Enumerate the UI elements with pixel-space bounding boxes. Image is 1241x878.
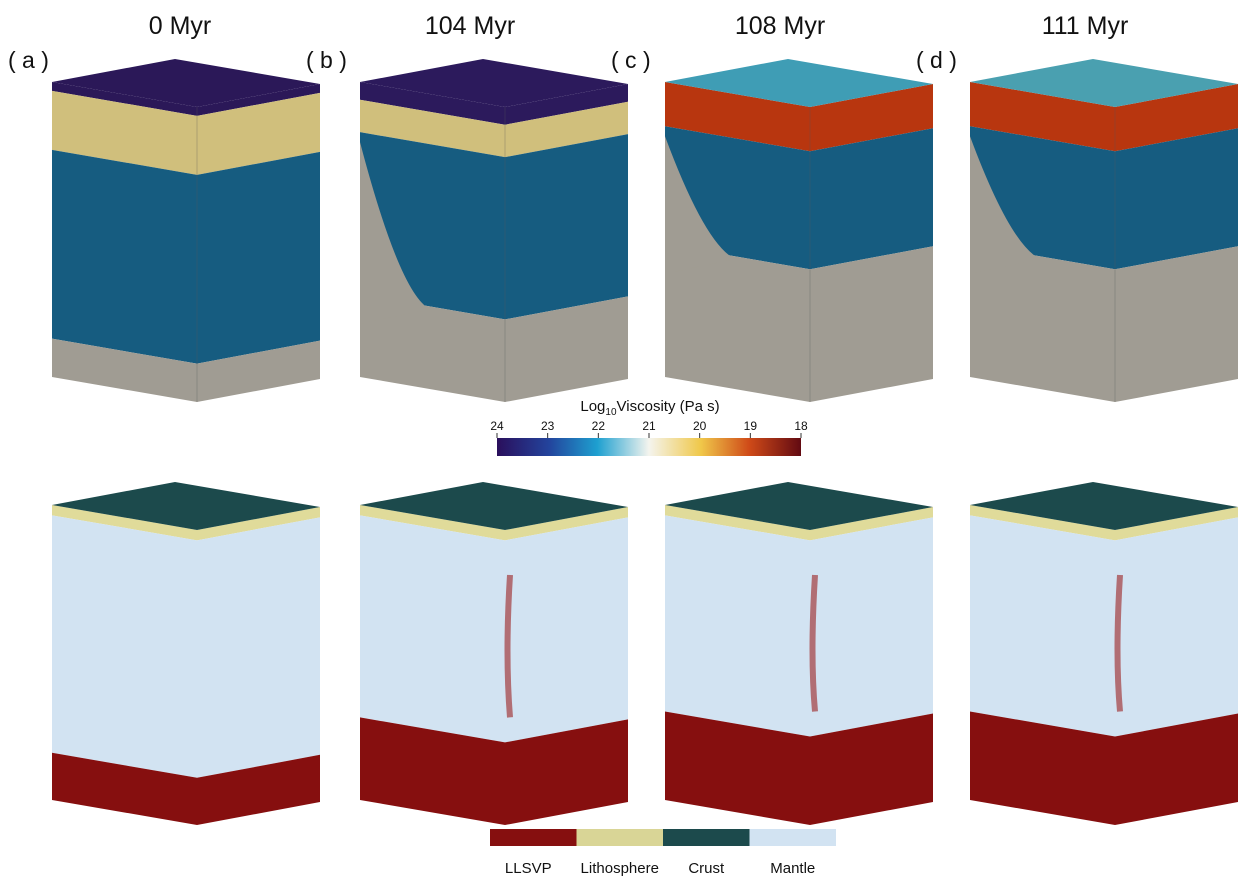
particle-layer [810,517,933,736]
time-label: 108 Myr [735,12,825,40]
right-face-layer [810,128,933,269]
colorbar-tick-label: 24 [490,419,504,433]
figure: 0 Myr ( a ) 104 Myr ( b ) 108 Myr ( c ) 111 My… [0,0,1241,878]
right-face-layer [197,152,320,364]
particle-layer [505,517,628,742]
panel-letter: ( c ) [611,47,651,73]
colorbar-tick-label: 20 [693,419,707,433]
title-sub: 10 [605,407,617,418]
colorbar-tick-label: 18 [794,419,808,433]
plume-stem [508,575,511,717]
particle-layer [197,517,320,777]
colorbar-title: Log10Viscosity (Pa s) [580,398,719,418]
legend-label: Mantle [770,860,815,877]
right-face-layer [505,134,628,319]
legend-swatch [490,829,577,846]
title-base: Log [580,398,605,415]
colorbar-tick-label: 22 [592,419,606,433]
left-face-layer [52,150,197,364]
plume-stem [1118,575,1121,712]
legend-label: Lithosphere [581,860,659,877]
colorbar-tick-label: 21 [642,419,656,433]
colorbar [497,438,801,456]
colorbar-tick-label: 23 [541,419,555,433]
panel-letter: ( b ) [306,47,347,73]
time-label: 0 Myr [149,12,212,40]
time-label: 111 Myr [1042,12,1129,40]
particle-layer [1115,517,1238,736]
legend-swatch [663,829,750,846]
particle-layer [970,515,1115,736]
right-face-layer [1115,128,1238,269]
colorbar-tick-label: 19 [744,419,758,433]
particle-layer [360,515,505,742]
legend-swatch [750,829,837,846]
right-face-layer [1115,246,1238,402]
particle-layer [52,515,197,777]
legend-label: Crust [688,860,725,877]
particle-layer [665,515,810,736]
legend-label: LLSVP [505,860,552,877]
legend-swatch [577,829,664,846]
panel-letter: ( d ) [916,47,957,73]
title-rest: Viscosity (Pa s) [617,398,720,415]
panel-letter: ( a ) [8,47,49,73]
time-label: 104 Myr [425,12,515,40]
right-face-layer [810,246,933,402]
plume-stem [813,575,816,712]
legend: LLSVP Lithosphere Crust Mantle [490,829,836,877]
colorbar-ticks: 24 23 22 21 20 19 18 [490,419,808,438]
